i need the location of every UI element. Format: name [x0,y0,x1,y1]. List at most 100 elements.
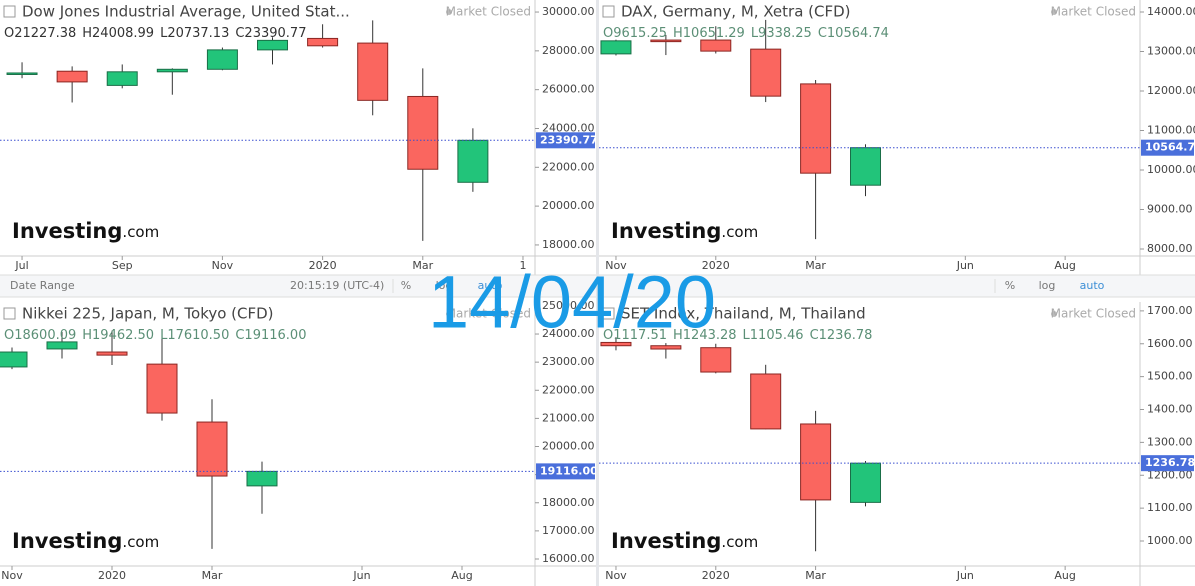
candle-body [800,83,832,174]
x-tick-label: Mar [202,569,223,582]
auto-toggle[interactable]: auto [478,279,503,292]
date-range[interactable]: Date Range [10,279,75,292]
y-tick-label: 8000.00 [1147,242,1193,255]
y-tick-label: 1400.00 [1147,403,1193,416]
candle-body [650,345,682,350]
ohlc-value: L1105.46 [743,328,804,343]
candle-body [700,39,732,52]
ohlc-value: O9615.25 [603,26,667,41]
y-tick-label: 25000.00 [542,299,595,312]
candle-body [357,42,389,101]
y-tick-label: 9000.00 [1147,203,1193,216]
market-status: Market Closed [1051,5,1136,19]
chart-panel: 1000.00 1100.00 1200.00 1300.00 1400.00 1500.… [599,302,1195,586]
ohlc-value: H19462.50 [82,328,154,343]
x-tick-label: Nov [212,259,234,272]
candle-body [257,39,289,51]
candle-body [800,423,832,501]
candle-body [850,462,882,503]
status-dot [1051,311,1057,317]
x-tick-label: Mar [805,259,826,272]
candle-body [6,72,38,75]
last-price-label: 23390.77 [540,133,598,146]
menu-icon [3,307,16,320]
menu-icon [3,5,16,18]
last-price-box [536,132,595,149]
x-tick-label: Sep [112,259,133,272]
chart-title[interactable]: SET Index, Thailand, M, Thailand [621,305,866,323]
ohlc-value: L9338.25 [751,26,812,41]
market-status: Market Closed [446,307,531,321]
ohlc-value: C23390.77 [235,26,306,41]
watermark: Investing.com [611,529,758,553]
x-tick-label: Mar [412,259,433,272]
status-dot [1051,9,1057,15]
ohlc-values: O21227.38 H24008.99 L20737.13 C23390.77 [4,26,306,41]
y-tick-label: 28000.00 [542,44,595,57]
x-tick-label: 2020 [702,569,730,582]
candle-body [750,48,782,97]
candle-body [96,351,128,356]
percent-toggle[interactable]: % [401,279,411,292]
chart-panel: 18000.00 20000.00 22000.00 24000.00 26000.00… [0,0,598,275]
market-status: Market Closed [446,5,531,19]
x-tick-label: 2020 [309,259,337,272]
candle-body [246,470,278,487]
x-tick-label: Mar [805,569,826,582]
x-tick-label: Jun [956,259,974,272]
market-status: Market Closed [1051,307,1136,321]
ohlc-values: O9615.25 H10651.29 L9338.25 C10564.74 [603,26,889,41]
x-tick-label: Nov [605,569,627,582]
candle-body [146,363,178,414]
ohlc-values: O18600.09 H19462.50 L17610.50 C19116.00 [4,328,306,343]
x-tick-label: Aug [1054,259,1075,272]
y-tick-label: 1500.00 [1147,370,1193,383]
candle-body [407,95,439,170]
candle-body [196,421,228,477]
y-tick-label: 20000.00 [542,199,595,212]
ohlc-value: H24008.99 [82,26,154,41]
chart-title[interactable]: Nikkei 225, Japan, M, Tokyo (CFD) [22,305,274,323]
x-tick-label: Nov [1,569,23,582]
y-tick-label: 1200.00 [1147,468,1193,481]
y-tick-label: 26000.00 [542,83,595,96]
candle-body [850,147,882,186]
y-tick-label: 16000.00 [542,552,595,565]
menu-icon [602,5,615,18]
date-overlay: 14/04/20 [428,261,716,344]
log-toggle[interactable]: log [1039,279,1056,292]
y-tick-label: 22000.00 [542,160,595,173]
y-tick-label: 18000.00 [542,496,595,509]
y-tick-label: 1600.00 [1147,337,1193,350]
watermark-part: .com [721,223,758,241]
ohlc-value: C10564.74 [818,26,889,41]
auto-toggle[interactable]: auto [1080,279,1105,292]
clock: 20:15:19 (UTC-4) [290,279,384,292]
chart-title[interactable]: Dow Jones Industrial Average, United Sta… [22,3,350,21]
candle-body [106,71,138,86]
watermark-part: .com [721,533,758,551]
candle-body [457,139,489,183]
watermark-part: .com [122,533,159,551]
y-tick-label: 22000.00 [542,383,595,396]
y-tick-label: 24000.00 [542,327,595,340]
ohlc-value: H10651.29 [673,26,745,41]
chart-title[interactable]: DAX, Germany, M, Xetra (CFD) [621,3,851,21]
candle-body [750,373,782,430]
candle-body [600,40,632,55]
last-price-label: 19116.00 [540,464,598,477]
log-toggle[interactable]: log [436,279,453,292]
x-tick-label: 2020 [702,259,730,272]
watermark-part: Investing [611,219,721,243]
y-tick-label: 1100.00 [1147,501,1193,514]
status-dot [446,311,452,317]
ohlc-value: O18600.09 [4,328,76,343]
x-tick-label: Jun [352,569,370,582]
percent-toggle[interactable]: % [1005,279,1015,292]
candle-body [307,37,339,47]
watermark-part: .com [122,223,159,241]
candle-body [650,39,682,43]
